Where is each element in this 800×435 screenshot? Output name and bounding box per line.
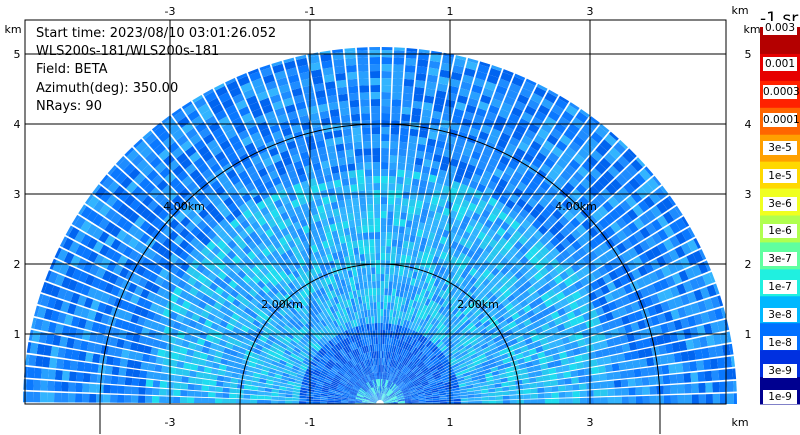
x-unit-label-top: km xyxy=(731,4,748,17)
x-tick-label-bottom: 1 xyxy=(447,416,454,429)
nrays-text: NRays: 90 xyxy=(36,98,102,114)
colorbar-tick-label: 0.003 xyxy=(763,21,797,35)
x-tick-label-top: 1 xyxy=(447,5,454,18)
x-tick-label-top: 3 xyxy=(587,5,594,18)
colorbar-tick-label: 3e-9 xyxy=(763,364,797,379)
range-ring-label: 2.00km xyxy=(457,298,499,311)
x-tick-label-bottom: -3 xyxy=(165,416,176,429)
y-tick-label-left: 3 xyxy=(14,188,21,201)
colorbar-tick-label: 3e-8 xyxy=(763,308,797,323)
y-unit-label-left: km xyxy=(4,23,21,36)
colorbar-tick-label: 3e-6 xyxy=(763,196,797,211)
colorbar-tick-label: 3e-7 xyxy=(763,252,797,267)
axis-labels: -3 -3 -1 -1 1 1 3 3 1 1 2 2 3 3 4 4 5 5 km km km km xyxy=(4,4,760,429)
field-text: Field: BETA xyxy=(36,62,108,78)
y-tick-label-right: 4 xyxy=(745,118,752,131)
y-tick-label-right: 2 xyxy=(745,258,752,271)
y-tick-label-right: 3 xyxy=(745,188,752,201)
start-time-text: Start time: 2023/08/10 03:01:26.052 xyxy=(36,26,277,41)
range-rings: 2.00km 2.00km 4.00km 4.00km xyxy=(99,123,661,434)
x-tick-label-bottom: -1 xyxy=(305,416,316,429)
colorbar-tick-label: 1e-5 xyxy=(763,168,797,183)
range-ring xyxy=(99,123,661,434)
colorbar-tick-label: 1e-8 xyxy=(763,336,797,351)
x-tick-label-top: -3 xyxy=(165,5,176,18)
radar-data-sector xyxy=(23,47,737,404)
y-tick-label-left: 4 xyxy=(14,118,21,131)
range-ring-label: 4.00km xyxy=(555,200,597,213)
y-tick-label-right: 5 xyxy=(745,48,752,61)
azimuth-text: Azimuth(deg): 350.00 xyxy=(36,80,179,96)
colorbar-tick-label: 1e-7 xyxy=(763,280,797,295)
colorbar-tick-label: 1e-9 xyxy=(763,390,797,404)
instrument-text: WLS200s-181/WLS200s-181 xyxy=(36,44,220,60)
range-ring-label: 4.00km xyxy=(163,200,205,213)
colorbar-tick-label: 3e-5 xyxy=(763,140,797,155)
colorbar-tick-label: 0.0001 xyxy=(763,112,800,127)
colorbar-tick-label: 0.001 xyxy=(763,56,797,71)
y-tick-label-left: 2 xyxy=(14,258,21,271)
range-ring-label: 2.00km xyxy=(261,298,303,311)
y-tick-label-right: 1 xyxy=(745,328,752,341)
x-tick-label-bottom: 3 xyxy=(587,416,594,429)
y-tick-label-left: 1 xyxy=(14,328,21,341)
colorbar-tick-label: 1e-6 xyxy=(763,224,797,239)
x-unit-label-bottom: km xyxy=(731,416,748,429)
colorbar-tick-label: 0.0003 xyxy=(763,84,800,99)
range-ring xyxy=(239,263,521,434)
scan-info: Start time: 2023/08/10 03:01:26.052 WLS2… xyxy=(36,25,276,116)
y-tick-label-left: 5 xyxy=(14,48,21,61)
y-unit-label-right: km xyxy=(743,23,760,36)
x-tick-label-top: -1 xyxy=(305,5,316,18)
